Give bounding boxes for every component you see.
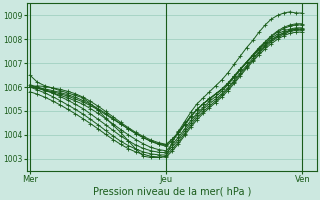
X-axis label: Pression niveau de la mer( hPa ): Pression niveau de la mer( hPa ) <box>92 187 251 197</box>
